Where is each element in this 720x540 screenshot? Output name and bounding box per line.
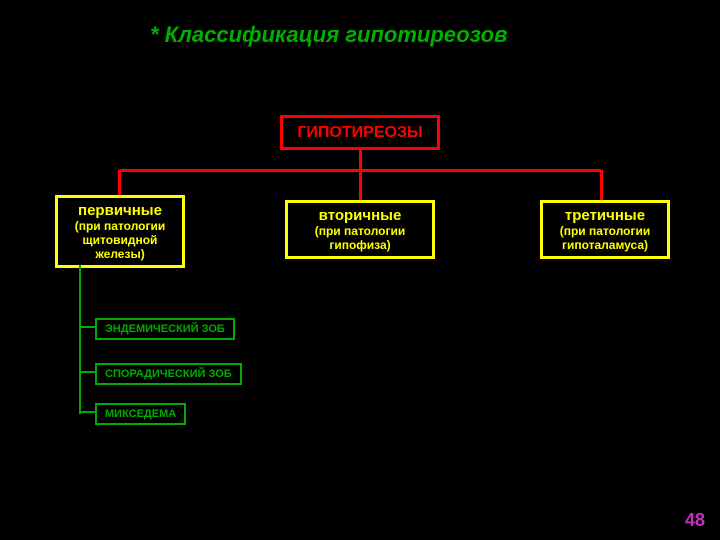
category-tertiary: третичные (при патологии гипоталамуса) <box>540 200 670 259</box>
page-number: 48 <box>685 510 705 531</box>
category-title: первичные <box>64 202 176 219</box>
category-secondary: вторичные (при патологии гипофиза) <box>285 200 435 259</box>
category-subtitle: (при патологии щитовидной железы) <box>64 219 176 261</box>
subconnector-branch <box>80 326 95 328</box>
category-title: вторичные <box>294 207 426 224</box>
subitem-sporadic: СПОРАДИЧЕСКИЙ ЗОБ <box>95 363 242 385</box>
category-subtitle: (при патологии гипоталамуса) <box>549 224 661 252</box>
category-subtitle: (при патологии гипофиза) <box>294 224 426 252</box>
subitem-endemic: ЭНДЕМИЧЕСКИЙ ЗОБ <box>95 318 235 340</box>
category-title: третичные <box>549 207 661 224</box>
connector-drop-1 <box>118 170 121 195</box>
subconnector-branch <box>80 371 95 373</box>
subconnector-branch <box>80 411 95 413</box>
connector-drop-2 <box>359 170 362 200</box>
connector-drop-3 <box>600 170 603 200</box>
connector-trunk <box>359 150 362 170</box>
subconnector-stem <box>79 265 81 414</box>
slide-title: * Классификация гипотиреозов <box>150 22 507 48</box>
category-primary: первичные (при патологии щитовидной желе… <box>55 195 185 268</box>
subitem-myxedema: МИКСЕДЕМА <box>95 403 186 425</box>
root-node: ГИПОТИРЕОЗЫ <box>280 115 440 150</box>
